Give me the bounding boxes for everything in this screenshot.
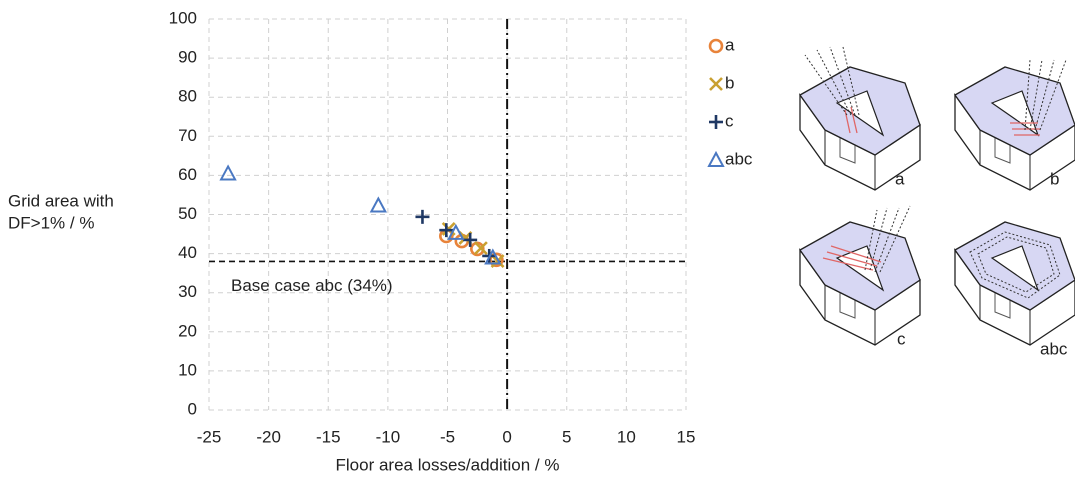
diagram-b: b: [955, 60, 1075, 190]
marker: [709, 153, 723, 166]
x-tick-label: -5: [440, 427, 455, 446]
x-tick-label: -25: [197, 427, 222, 446]
y-axis-label: Grid area with: [8, 191, 114, 210]
y-tick-label: 100: [169, 8, 197, 27]
diagram-c: c: [800, 206, 920, 348]
chart: 0 10 20 30 40 50 60 70 80 90 100 -25 -20 -15 -10 -5 0 5 10…: [0, 0, 1075, 479]
legend-item: abc: [709, 149, 753, 168]
y-tick-label: 30: [178, 282, 197, 301]
legend-item: c: [709, 111, 734, 130]
diagram-label: b: [1050, 169, 1059, 188]
marker: [415, 210, 429, 224]
legend-label: abc: [725, 149, 753, 168]
y-tick-label: 70: [178, 126, 197, 145]
marker-shape: [221, 166, 235, 179]
legend-label: a: [725, 35, 735, 54]
diagram-a: a: [800, 47, 920, 190]
marker: [710, 78, 722, 90]
marker: [371, 199, 385, 212]
diagram-label: c: [897, 329, 906, 348]
y-tick-label: 20: [178, 321, 197, 340]
y-axis-label: DF>1% / %: [8, 213, 94, 232]
y-tick-label: 50: [178, 204, 197, 223]
plot-area: 0 10 20 30 40 50 60 70 80 90 100 -25 -20 -15 -10 -5 0 5 10…: [8, 8, 695, 474]
marker-shape: [709, 153, 723, 166]
marker-shape: [371, 199, 385, 212]
x-tick-label: -20: [256, 427, 281, 446]
diagram-abc: abc: [955, 222, 1075, 358]
legend-label: c: [725, 111, 734, 130]
y-tick-label: 10: [178, 360, 197, 379]
x-axis-label: Floor area losses/addition / %: [336, 455, 560, 474]
x-tick-label: 15: [677, 427, 696, 446]
y-tick-label: 0: [188, 399, 197, 418]
x-tick-label: 0: [502, 427, 511, 446]
baseline-label: Base case abc (34%): [231, 276, 393, 295]
y-tick-label: 80: [178, 87, 197, 106]
x-tick-label: 10: [617, 427, 636, 446]
diagram-label: a: [895, 169, 905, 188]
y-tick-label: 40: [178, 243, 197, 262]
y-tick-label: 60: [178, 165, 197, 184]
marker: [709, 115, 723, 129]
legend-label: b: [725, 73, 734, 92]
marker-shape: [710, 40, 722, 52]
y-tick-label: 90: [178, 48, 197, 67]
x-tick-label: -10: [376, 427, 401, 446]
diagram-label: abc: [1040, 339, 1068, 358]
diagrams: a b c abc: [800, 47, 1075, 358]
x-tick-label: -15: [316, 427, 341, 446]
legend-item: b: [710, 73, 734, 92]
marker: [710, 40, 722, 52]
x-tick-label: 5: [562, 427, 571, 446]
legend-item: a: [710, 35, 735, 54]
marker: [221, 166, 235, 179]
